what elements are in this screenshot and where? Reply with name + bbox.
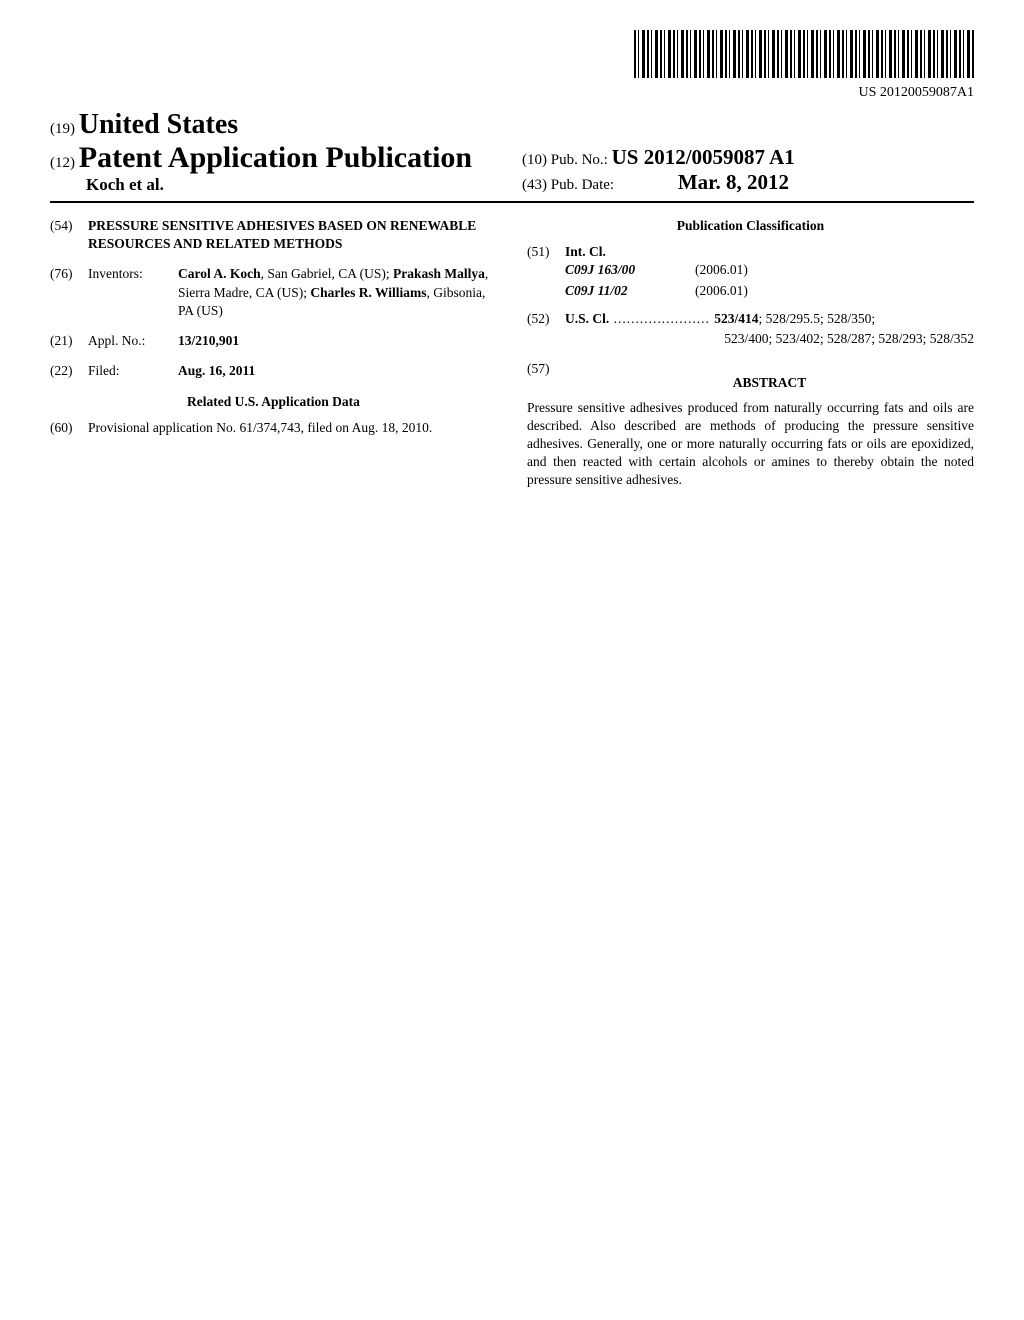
pub-date: Mar. 8, 2012 [678,170,789,194]
int-cl-row: (51) Int. Cl. C09J 163/00 (2006.01) C09J… [527,243,974,302]
appl-no-label: Appl. No.: [88,332,178,350]
inventors-list: Carol A. Koch, San Gabriel, CA (US); Pra… [178,265,497,320]
country-line: (19) United States [50,109,502,141]
abstract-code: (57) [527,360,565,398]
provisional-code: (60) [50,419,88,437]
us-cl-main: 523/414 [714,311,758,326]
appl-no-row: (21) Appl. No.: 13/210,901 [50,332,497,350]
int-cl-block: Int. Cl. C09J 163/00 (2006.01) C09J 11/0… [565,243,974,302]
pub-no-label: Pub. No.: [551,152,608,168]
pub-type-code: (12) [50,155,75,171]
int-cl-label: Int. Cl. [565,243,974,261]
int-cl-year: (2006.01) [695,261,974,279]
filed-code: (22) [50,362,88,380]
header-left: (19) United States (12) Patent Applicati… [50,109,502,195]
header-right: (10) Pub. No.: US 2012/0059087 A1 (43) P… [502,145,974,195]
country-code: (19) [50,121,75,137]
int-cl-year: (2006.01) [695,282,974,300]
title-row: (54) PRESSURE SENSITIVE ADHESIVES BASED … [50,217,497,253]
inventor-location: , San Gabriel, CA (US); [261,266,393,281]
inventor-name: Prakash Mallya [393,266,485,281]
abstract-heading: ABSTRACT [565,374,974,392]
pub-type-line: (12) Patent Application Publication [50,141,502,175]
right-column: Publication Classification (51) Int. Cl.… [527,217,974,490]
appl-no: 13/210,901 [178,332,497,350]
left-column: (54) PRESSURE SENSITIVE ADHESIVES BASED … [50,217,497,490]
inventors-label: Inventors: [88,265,178,320]
filed-value: Aug. 16, 2011 [178,363,255,378]
barcode-graphic [634,30,974,78]
int-cl-entry: C09J 11/02 (2006.01) [565,282,974,300]
inventor-name: Charles R. Williams [310,285,426,300]
inventors-row: (76) Inventors: Carol A. Koch, San Gabri… [50,265,497,320]
us-cl-rest: ; 528/295.5; 528/350; [759,311,876,326]
filed-row: (22) Filed: Aug. 16, 2011 [50,362,497,380]
inventor-name: Carol A. Koch [178,266,261,281]
pub-no-line: (10) Pub. No.: US 2012/0059087 A1 [522,145,974,170]
us-cl-block: U.S. Cl. ...................... 523/414;… [565,310,974,348]
int-cl-class: C09J 163/00 [565,261,695,279]
country-name: United States [79,109,238,140]
us-cl-label: U.S. Cl. [565,311,609,326]
barcode-id: US 20120059087A1 [50,85,974,101]
provisional-text: Provisional application No. 61/374,743, … [88,419,497,437]
pub-no-code: (10) [522,152,547,168]
us-cl-code: (52) [527,310,565,348]
int-cl-class: C09J 11/02 [565,282,695,300]
header-row: (19) United States (12) Patent Applicati… [50,109,974,195]
patent-title: PRESSURE SENSITIVE ADHESIVES BASED ON RE… [88,217,497,253]
pub-no: US 2012/0059087 A1 [612,145,795,169]
appl-no-value: 13/210,901 [178,333,239,348]
abstract-header-row: (57) ABSTRACT [527,360,974,398]
body-columns: (54) PRESSURE SENSITIVE ADHESIVES BASED … [50,217,974,490]
filed-date: Aug. 16, 2011 [178,362,497,380]
classification-heading: Publication Classification [527,217,974,235]
us-cl-dots: ...................... [609,311,714,326]
int-cl-code: (51) [527,243,565,302]
provisional-row: (60) Provisional application No. 61/374,… [50,419,497,437]
header-divider [50,201,974,203]
title-code: (54) [50,217,88,253]
abstract-text: Pressure sensitive adhesives produced fr… [527,399,974,490]
us-cl-line2: 523/400; 523/402; 528/287; 528/293; 528/… [565,330,974,348]
pub-type: Patent Application Publication [79,141,472,174]
appl-no-code: (21) [50,332,88,350]
pub-date-label: Pub. Date: [551,177,614,193]
us-cl-row: (52) U.S. Cl. ...................... 523… [527,310,974,348]
pub-date-line: (43) Pub. Date: Mar. 8, 2012 [522,170,974,195]
authors-line: Koch et al. [50,175,502,195]
int-cl-label-text: Int. Cl. [565,244,606,259]
int-cl-entry: C09J 163/00 (2006.01) [565,261,974,279]
barcode-section: US 20120059087A1 [50,30,974,101]
filed-label: Filed: [88,362,178,380]
inventors-code: (76) [50,265,88,320]
pub-date-code: (43) [522,177,547,193]
related-heading: Related U.S. Application Data [50,393,497,411]
